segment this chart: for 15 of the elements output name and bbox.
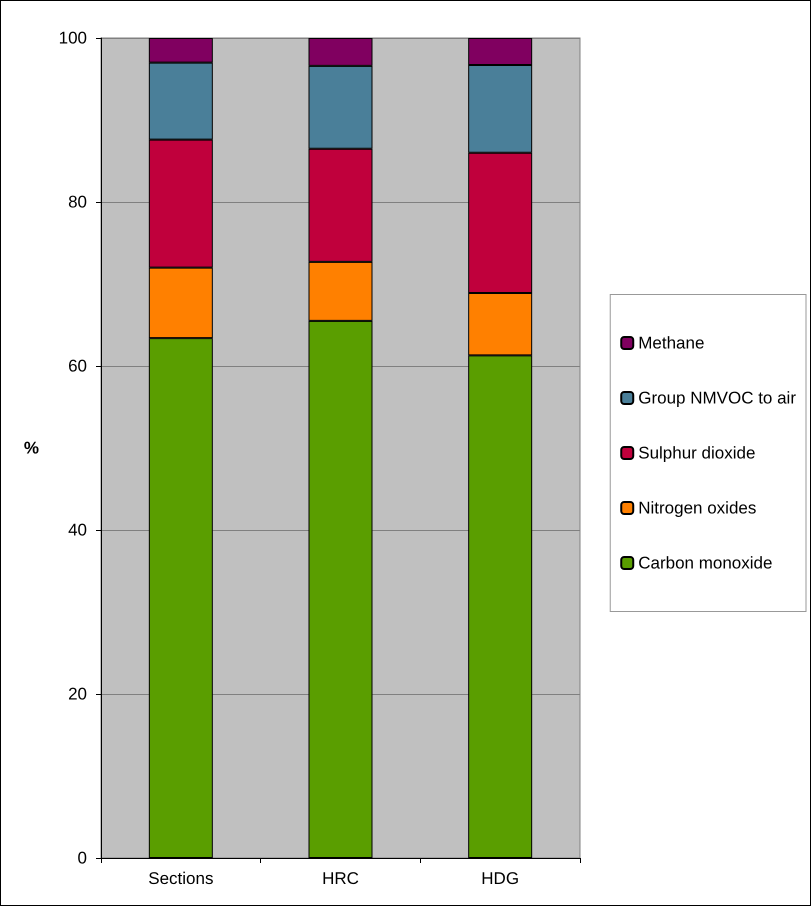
y-tick-label: 40 xyxy=(68,520,87,540)
x-tick-label: HRC xyxy=(322,869,359,888)
y-tick-label: 60 xyxy=(68,356,87,376)
legend-label: Group NMVOC to air xyxy=(638,388,796,408)
y-tick-label: 80 xyxy=(68,192,87,212)
y-tick-label: 20 xyxy=(68,684,87,704)
x-tick-label: HDG xyxy=(481,869,520,888)
legend-label: Methane xyxy=(638,334,704,352)
y-axis-title: % xyxy=(24,438,39,458)
x-tick-label: Sections xyxy=(148,869,214,888)
legend-label: Nitrogen oxides xyxy=(638,498,756,518)
y-tick-label: 0 xyxy=(78,848,87,868)
legend-label: Sulphur dioxide xyxy=(638,444,756,462)
legend-label: Carbon monoxide xyxy=(638,554,772,572)
y-tick-label: 100 xyxy=(58,28,87,48)
